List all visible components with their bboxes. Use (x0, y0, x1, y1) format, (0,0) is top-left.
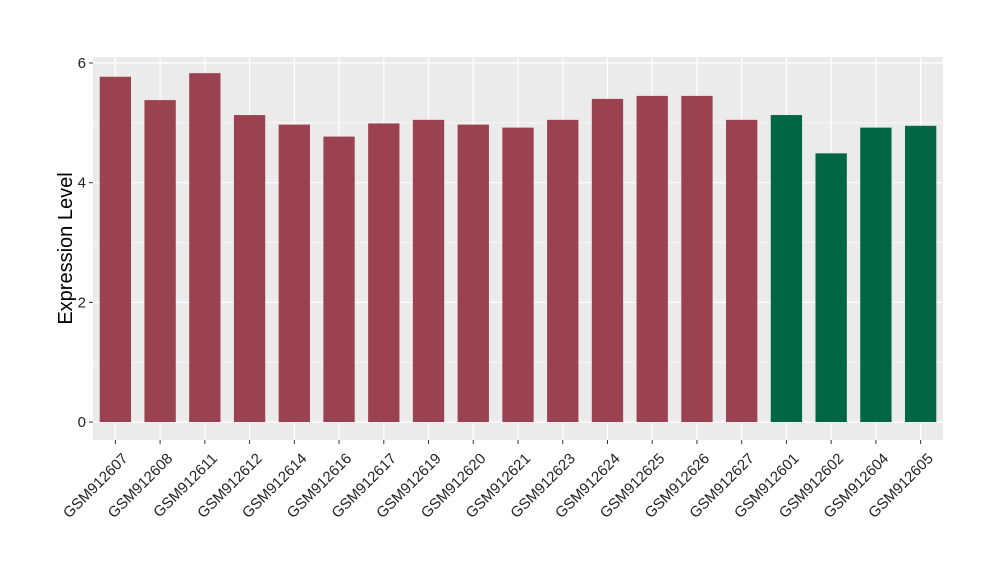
bar-GSM912616 (323, 136, 355, 423)
bar-GSM912623 (547, 119, 579, 423)
bars (99, 73, 937, 423)
bar-GSM912620 (457, 124, 489, 423)
bar-GSM912625 (636, 95, 668, 423)
bar-GSM912626 (681, 95, 713, 423)
bar-GSM912607 (99, 76, 132, 423)
bar-GSM912627 (726, 119, 758, 423)
y-axis-title: Expression Level (55, 172, 77, 324)
bar-GSM912624 (591, 98, 624, 423)
bar-GSM912614 (278, 124, 310, 423)
bar-GSM912611 (189, 73, 221, 423)
bar-GSM912621 (502, 127, 534, 423)
bar-GSM912612 (233, 115, 266, 423)
bar-GSM912601 (770, 115, 803, 423)
bar-GSM912617 (368, 123, 400, 423)
bar-GSM912608 (144, 100, 176, 423)
bar-GSM912619 (412, 119, 445, 423)
y-tick-label: 6 (78, 55, 86, 72)
x-axis: GSM912607GSM912608GSM912611GSM912612GSM9… (60, 440, 937, 522)
bar-GSM912604 (860, 127, 892, 423)
y-axis: 0 2 4 6 (78, 55, 93, 431)
bar-GSM912602 (815, 153, 847, 423)
y-tick-label: 2 (78, 294, 86, 311)
y-tick-label: 4 (78, 175, 86, 192)
y-tick-label: 0 (78, 414, 86, 431)
bar-GSM912605 (904, 125, 937, 423)
